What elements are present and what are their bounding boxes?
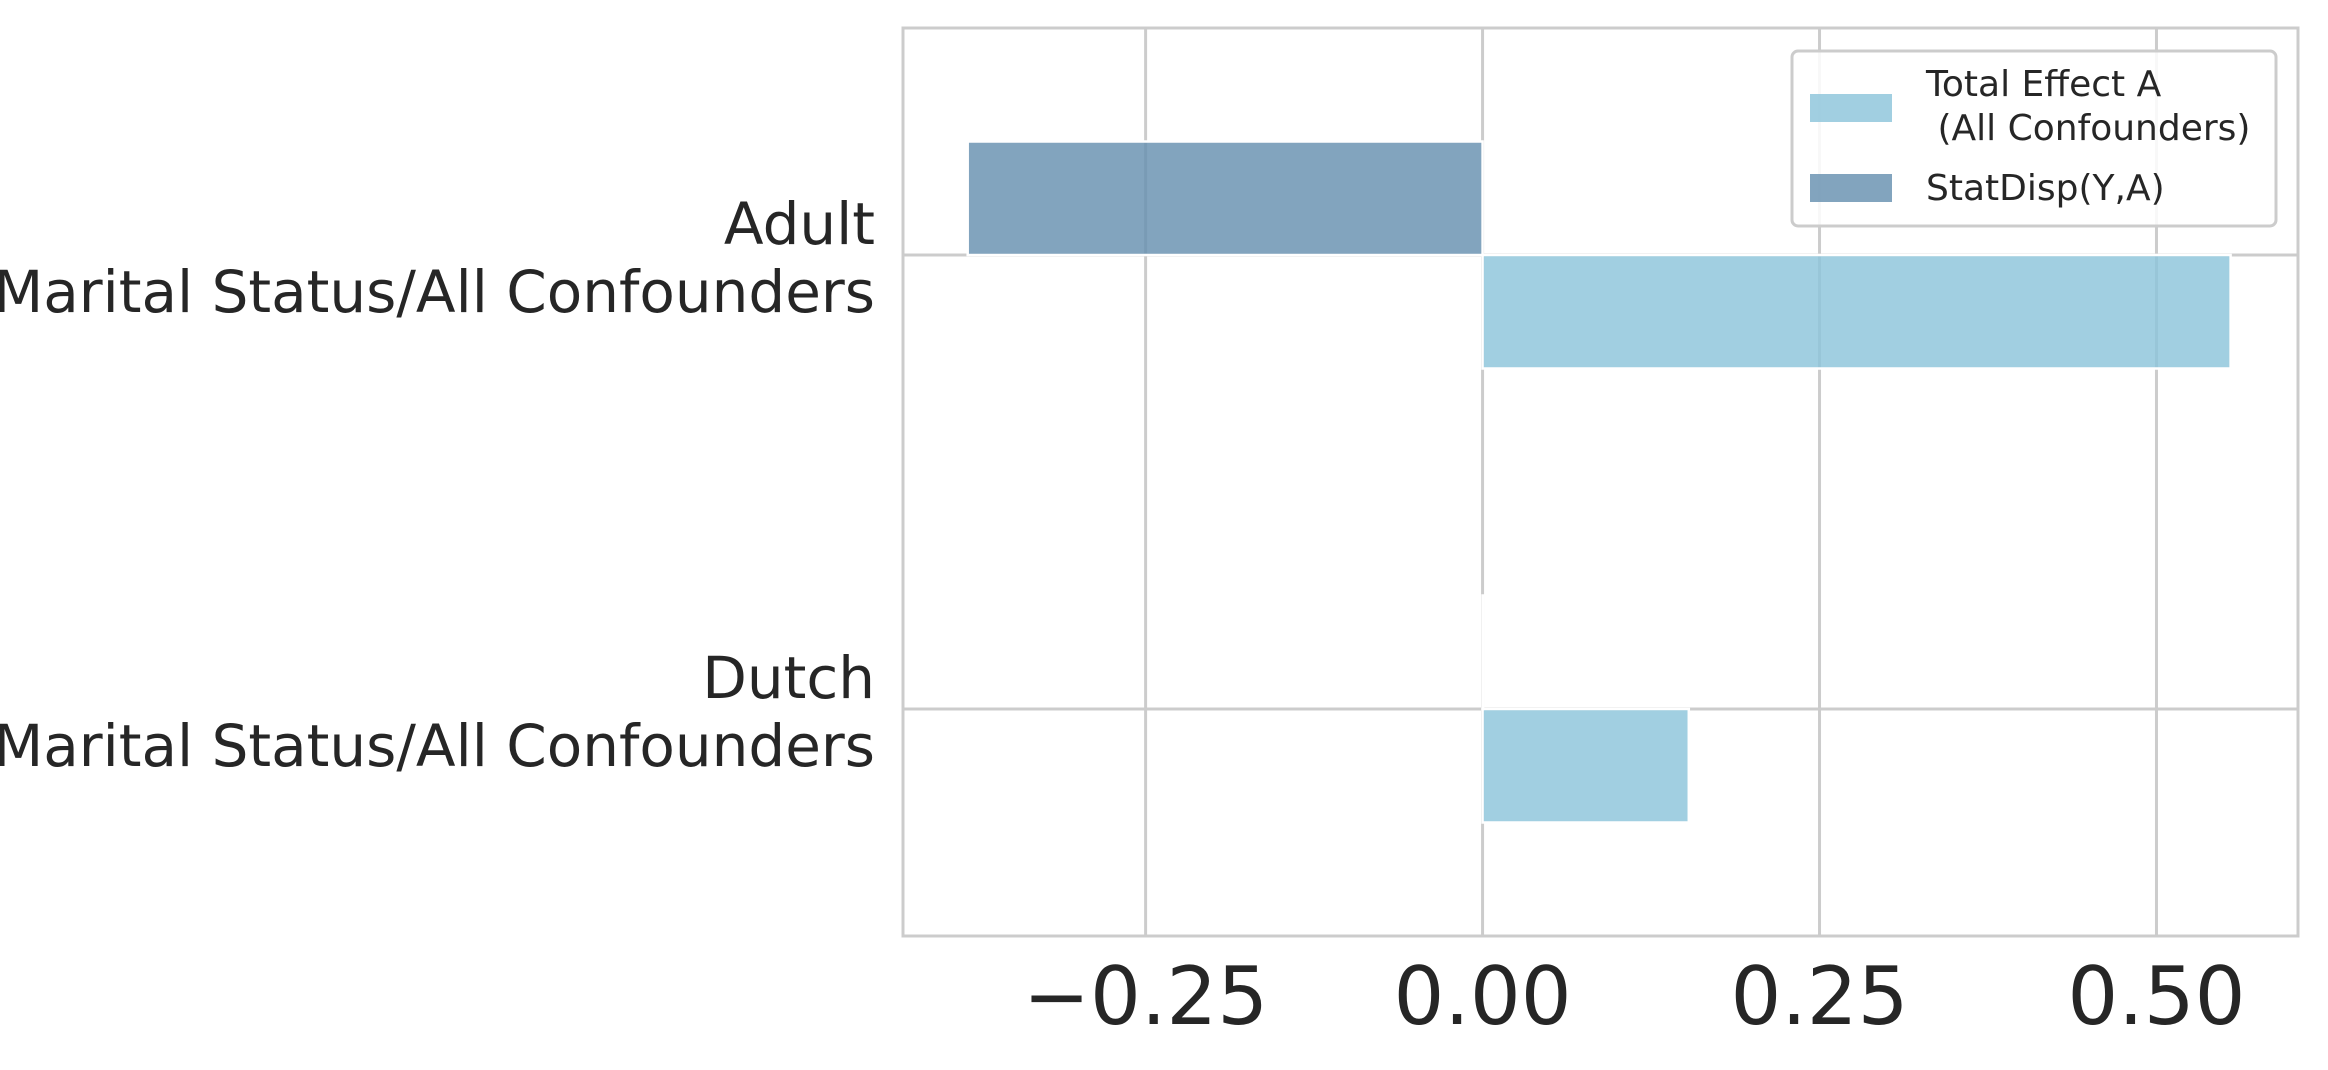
legend-label-line: Total Effect A [1925,64,2162,105]
bar-statdisp-1 [1481,594,1485,711]
y-tick-label: Dutch Marital Status/All Confounders [0,644,875,780]
legend: Total Effect A (All Confounders) StatDisp… [1790,49,2278,228]
y-tick-label-line: Dutch [702,644,875,712]
x-tick-label: 0.00 [1394,950,1572,1043]
y-tick-label-line: Adult [724,190,875,258]
bar-statdisp-0 [966,140,1484,257]
x-tick-label: −0.25 [1023,950,1268,1043]
legend-label-line: StatDisp(Y,A) [1926,168,2165,209]
bars-layer [966,140,2232,824]
legend-swatch [1810,94,1892,122]
y-tick-label: Adult Marital Status/All Confounders [0,190,875,326]
bar-total-effect-1 [1481,707,1691,824]
legend-label: Total Effect A (All Confounders) [1925,64,2250,149]
x-tick-label: 0.50 [2067,950,2245,1043]
legend-swatch [1810,174,1892,202]
y-tick-label-line: Marital Status/All Confounders [0,258,875,326]
x-tick-label: 0.25 [1730,950,1908,1043]
bar-total-effect-0 [1481,253,2232,370]
legend-label-line: (All Confounders) [1926,108,2250,149]
y-tick-label-line: Marital Status/All Confounders [0,712,875,780]
legend-box [1790,49,2278,228]
labels-layer: Adult Marital Status/All ConfoundersDutch… [0,190,2246,1043]
legend-label: StatDisp(Y,A) [1926,168,2165,209]
plot-frame [901,26,2300,938]
